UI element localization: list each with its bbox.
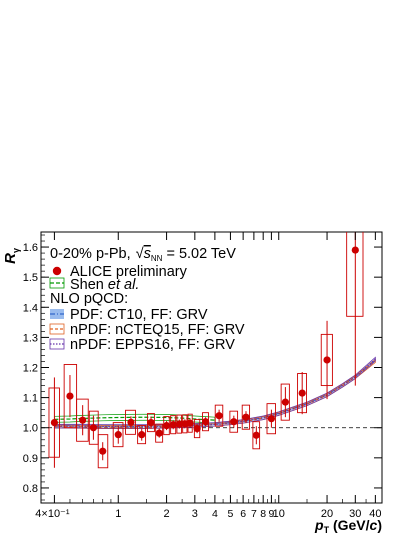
legend-entry-ncteq15: nPDF: nCTEQ15, FF: GRV	[49, 322, 245, 338]
sys-box-3	[88, 410, 99, 445]
data-point-0	[50, 419, 59, 427]
x-tick-label-8: 8	[260, 508, 266, 520]
data-point-16	[201, 418, 210, 426]
sys-box-18	[229, 410, 239, 433]
sys-box-21	[266, 403, 276, 435]
x-tick-label-10: 10	[273, 508, 285, 520]
x-tick-label-11: 20	[321, 508, 333, 520]
y-tick-label-1: 0.9	[23, 453, 38, 465]
data-point-5	[114, 431, 122, 439]
data-point-12	[175, 420, 183, 428]
data-point-18	[230, 418, 238, 426]
x-tick-label-0: 4×10⁻¹	[35, 508, 70, 520]
data-point-3	[89, 424, 98, 432]
epps16-line	[54, 358, 376, 428]
data-point-4	[99, 447, 107, 455]
x-axis-title: pT (GeV/c)	[314, 517, 382, 535]
legend-entry-ct10: PDF: CT10, FF: GRV	[50, 307, 208, 323]
data-point-21	[267, 415, 275, 423]
x-tick-label-5: 5	[228, 508, 234, 520]
data-point-19	[242, 413, 250, 421]
legend-entry-alice: ALICE preliminary	[52, 264, 188, 280]
x-tick-label-4: 4	[212, 508, 218, 520]
x-tick-label-9: 9	[268, 508, 274, 520]
legend-entry-shen: Shen et al.	[49, 277, 139, 293]
legend-nlo-header: NLO pQCD:	[50, 291, 128, 307]
y-axis-title: Rγ	[2, 248, 21, 264]
y-tick-label-6: 1.4	[23, 302, 38, 314]
data-point-10	[162, 422, 171, 430]
y-tick-label-2: 1.0	[23, 423, 38, 435]
sys-box-1	[63, 364, 78, 429]
legend: 0-20% p-Pb, √sNN = 5.02 TeV ALICE prelim…	[49, 246, 245, 353]
data-point-22	[281, 398, 289, 406]
x-tick-label-13: 40	[369, 508, 381, 520]
legend-alice-label: ALICE preliminary	[70, 264, 188, 280]
sys-box-5	[112, 422, 124, 448]
legend-shen-label: Shen et al.	[70, 277, 139, 293]
sys-box-6	[125, 409, 136, 435]
y-tick-label-0: 0.8	[23, 483, 38, 495]
data-point-8	[147, 419, 155, 427]
legend-entry-epps16: nPDF: EPPS16, FF: GRV	[49, 337, 235, 353]
y-tick-label-3: 1.1	[23, 393, 38, 405]
y-tick-label-4: 1.2	[23, 363, 38, 375]
data-point-17	[215, 412, 223, 420]
data-point-2	[79, 416, 87, 424]
y-tick-label-8: 1.6	[23, 242, 38, 254]
sys-box-22	[280, 383, 290, 421]
data-point-25	[351, 246, 359, 254]
x-tick-label-12: 30	[349, 508, 361, 520]
x-tick-label-2: 2	[164, 508, 170, 520]
sys-box-17	[214, 404, 224, 427]
x-tick-label-1: 1	[115, 508, 121, 520]
x-tick-label-7: 7	[251, 508, 257, 520]
legend-header: 0-20% p-Pb, √sNN = 5.02 TeV	[50, 246, 236, 263]
x-tick-label-6: 6	[240, 508, 246, 520]
data-point-1	[66, 392, 74, 400]
y-tick-label-7: 1.5	[23, 272, 38, 284]
sys-box-4	[97, 434, 109, 469]
x-tick-label-3: 3	[192, 508, 198, 520]
ncteq15-line	[54, 360, 376, 428]
sys-box-7	[137, 425, 147, 445]
data-point-15	[193, 425, 201, 433]
data-point-7	[138, 431, 146, 439]
legend-ncteq15-label: nPDF: nCTEQ15, FF: GRV	[70, 322, 245, 338]
legend-alice-marker	[52, 266, 62, 276]
data-point-20	[252, 431, 260, 439]
legend-ct10-label: PDF: CT10, FF: GRV	[70, 307, 208, 323]
data-point-24	[323, 356, 331, 364]
data-point-6	[127, 418, 135, 426]
data-point-23	[298, 389, 306, 397]
sys-box-2	[76, 398, 89, 442]
y-tick-label-5: 1.3	[23, 332, 38, 344]
data-point-9	[155, 429, 163, 437]
data-point-11	[169, 421, 177, 429]
data-point-14	[186, 419, 194, 427]
legend-epps16-label: nPDF: EPPS16, FF: GRV	[70, 337, 235, 353]
